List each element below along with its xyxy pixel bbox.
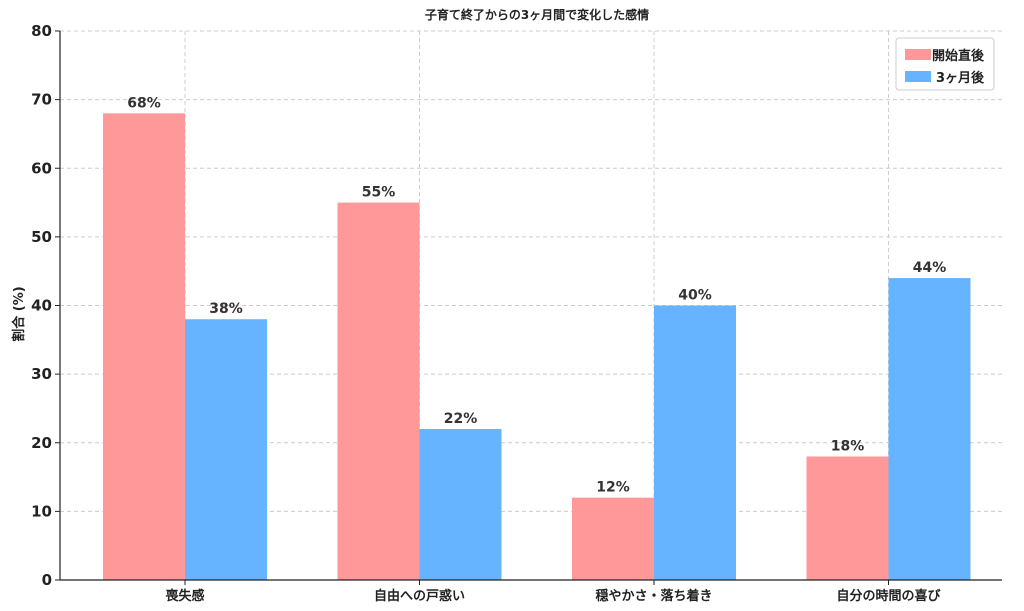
data-label: 18% [831,438,865,454]
bar-start-1 [337,202,420,580]
legend-label: 開始直後 [932,48,985,64]
y-tick-label: 0 [42,571,52,589]
legend-label: 3ヶ月後 [936,70,985,86]
x-tick-label: 穏やかさ・落ち着き [595,588,712,604]
data-label: 44% [913,260,947,276]
y-tick-label: 60 [31,159,52,177]
data-label: 12% [596,480,630,496]
y-tick-label: 20 [31,434,52,452]
legend-swatch [905,49,931,60]
x-tick-label: 自分の時間の喜び [836,588,941,604]
legend-swatch [905,71,931,82]
bar-after-0 [185,319,267,580]
bar-start-2 [572,497,654,580]
y-tick-label: 10 [31,502,52,520]
y-axis-label: 割合 (%) [11,286,27,341]
data-label: 38% [209,301,243,317]
bar-after-1 [419,429,502,580]
bars [103,113,971,580]
y-tick-label: 80 [31,22,52,40]
y-tick-label: 40 [31,297,52,315]
data-label: 22% [444,411,478,427]
bar-after-3 [888,278,971,580]
y-tick-label: 30 [31,365,52,383]
bar-after-2 [654,305,736,580]
x-tick-label: 自由への戸惑い [374,588,465,604]
legend: 開始直後 3ヶ月後 [895,37,995,91]
x-tick-label: 喪失感 [165,588,204,604]
bar-start-3 [806,456,889,580]
axes: 0 10 20 30 40 50 60 70 80 喪失感 自由への戸惑い 穏やかさ・落ち着き 自分の時… [31,22,1002,604]
data-label: 55% [362,185,396,201]
bar-start-0 [103,113,185,580]
data-label: 40% [678,288,712,304]
data-labels: 68% 55% 12% 18% 38% 22% 40% 44% [127,95,946,495]
y-tick-label: 70 [31,91,52,109]
y-tick-label: 50 [31,228,52,246]
chart-title: 子育て終了からの3ヶ月間で変化した感情 [425,7,649,22]
data-label: 68% [127,95,161,111]
